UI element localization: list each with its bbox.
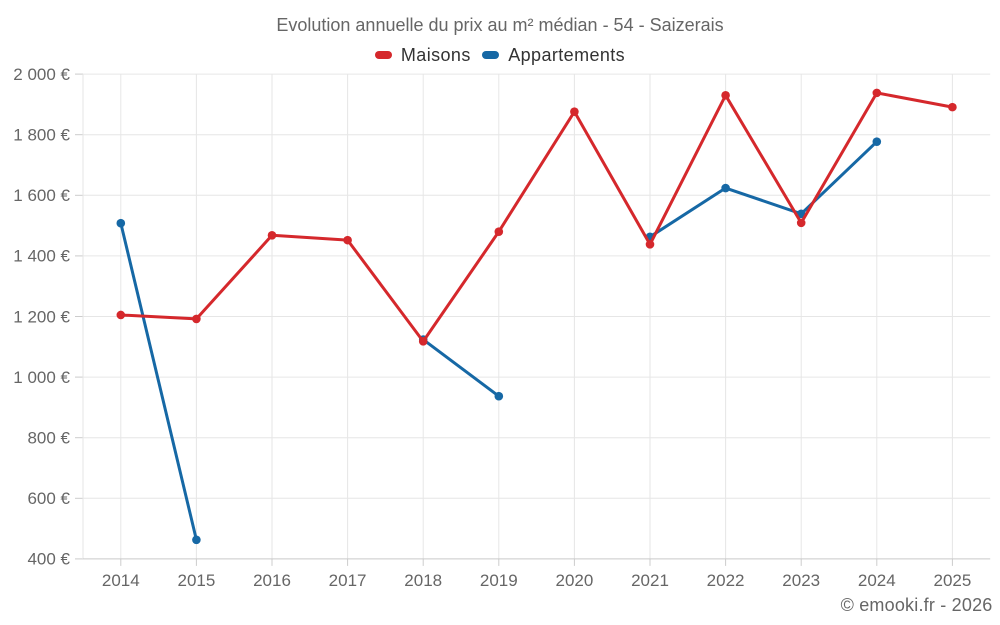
legend-label-maisons: Maisons	[400, 44, 471, 65]
y-axis-labels: 400 € 600 € 800 € 1 000 € 1 200 € 1 400 € 1 60…	[13, 65, 70, 569]
x-axis-label: 2014	[102, 571, 140, 590]
legend-swatch-appartements	[482, 51, 500, 59]
chart-credits-link[interactable]: © emooki.fr - 2026	[840, 594, 993, 615]
x-axis-label: 2018	[404, 571, 442, 590]
chart-title: Evolution annuelle du prix au m² médian …	[276, 14, 724, 35]
data-point-appartements-2015[interactable]	[192, 535, 201, 545]
y-axis-label: 600 €	[27, 489, 70, 508]
x-axis-label: 2024	[858, 571, 896, 590]
series-line-appartements	[119, 221, 198, 542]
x-axis-labels: 2014 2015 2016 2017 2018 2019 2020 2021 2022 2023…	[102, 571, 971, 590]
legend-swatch-maisons	[374, 51, 392, 59]
x-axis-label: 2022	[707, 571, 745, 590]
y-axis-label: 400 €	[27, 550, 70, 569]
series-line-maisons	[119, 91, 954, 343]
y-axis-label: 1 000 €	[13, 368, 70, 387]
data-point-maisons-2020[interactable]	[570, 107, 579, 116]
y-axis-label: 1 600 €	[13, 186, 70, 205]
x-axis-label: 2015	[177, 571, 215, 590]
axis-lines	[82, 74, 991, 560]
y-axis-label: 1 400 €	[13, 247, 70, 266]
legend-item-maisons[interactable]: Maisons	[374, 44, 471, 66]
x-axis-label: 2017	[329, 571, 367, 590]
axis-ticks	[75, 73, 953, 566]
x-axis-label: 2025	[933, 571, 971, 590]
data-point-appartements-2014[interactable]	[116, 218, 126, 228]
y-axis-label: 1 200 €	[13, 307, 70, 326]
x-axis-label: 2023	[782, 571, 820, 590]
series-maisons	[116, 88, 957, 346]
data-point-maisons-2015[interactable]	[192, 314, 201, 324]
data-point-maisons-2025[interactable]	[948, 102, 957, 112]
chart-legend: Maisons Appartements	[0, 44, 1000, 66]
y-axis-label: 1 800 €	[13, 126, 70, 145]
y-axis-label: 800 €	[27, 429, 70, 448]
data-point-appartements-2022[interactable]	[721, 183, 730, 193]
data-point-maisons-2023[interactable]	[796, 218, 806, 228]
x-axis-label: 2016	[253, 571, 291, 590]
x-gridlines	[120, 74, 953, 559]
data-point-maisons-2018[interactable]	[418, 337, 428, 346]
series-line-appartements	[648, 140, 879, 239]
x-axis-label: 2021	[631, 571, 669, 590]
legend-item-appartements[interactable]: Appartements	[482, 45, 625, 66]
data-point-maisons-2016[interactable]	[267, 230, 277, 240]
data-point-maisons-2022[interactable]	[721, 91, 730, 100]
x-axis-label: 2020	[555, 571, 593, 590]
data-point-maisons-2021[interactable]	[645, 240, 655, 249]
series-line-appartements	[421, 338, 501, 398]
data-point-maisons-2017[interactable]	[343, 235, 352, 245]
x-axis-label: 2019	[480, 571, 518, 590]
data-point-appartements-2023[interactable]	[796, 209, 806, 219]
data-point-maisons-2014[interactable]	[116, 310, 126, 320]
data-point-maisons-2024[interactable]	[872, 88, 882, 98]
legend-label-appartements: Appartements	[508, 44, 626, 65]
y-gridlines	[83, 73, 991, 499]
data-point-appartements-2024[interactable]	[872, 137, 882, 146]
data-point-appartements-2019[interactable]	[494, 391, 504, 401]
y-axis-label: 2 000 €	[13, 65, 70, 84]
data-point-maisons-2019[interactable]	[494, 227, 504, 236]
